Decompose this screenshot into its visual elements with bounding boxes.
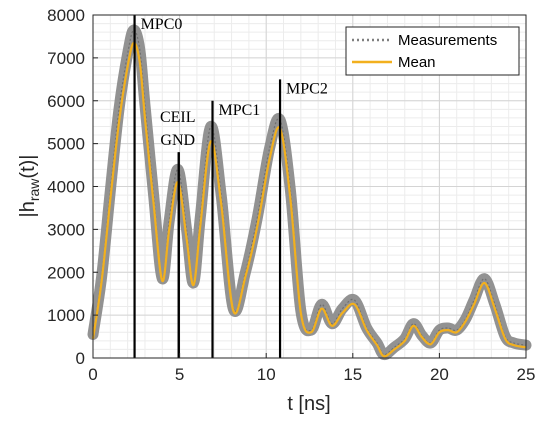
mpc-markers: MPC0 CEIL GND MPC1 MPC2 [133, 15, 328, 358]
legend: Measurements Mean [345, 26, 520, 76]
y-tick-label: 5000 [47, 135, 85, 154]
y-axis-title-subscript: raw [26, 178, 42, 201]
y-tick-label: 6000 [47, 92, 85, 111]
x-tick-label: 10 [257, 365, 276, 384]
marker-label-mpc0: MPC0 [141, 16, 183, 33]
x-tick-label: 5 [175, 365, 184, 384]
x-tick-label: 0 [88, 365, 97, 384]
x-axis-title: t [ns] [287, 393, 330, 415]
marker-label-ceil: CEIL [160, 109, 196, 126]
y-axis-title-tail: (t)| [17, 155, 39, 179]
marker-label-mpc1: MPC1 [219, 102, 261, 119]
y-axis-title-main: |h [17, 201, 39, 217]
y-tick-label: 1000 [47, 306, 85, 325]
legend-label-mean: Mean [398, 54, 436, 71]
legend-label-measurements: Measurements [398, 32, 497, 49]
x-tick-label: 25 [517, 365, 536, 384]
marker-label-gnd: GND [160, 132, 195, 149]
axis-ticks: 0 5 10 15 20 25 0 1000 2000 3000 4000 5000 6000 7000 8… [47, 6, 535, 384]
y-tick-label: 8000 [47, 6, 85, 25]
mean-line [91, 41, 527, 358]
y-tick-label: 4000 [47, 178, 85, 197]
legend-box [345, 26, 520, 76]
x-tick-label: 20 [430, 365, 449, 384]
marker-label-mpc2: MPC2 [286, 80, 328, 97]
x-tick-label: 15 [343, 365, 362, 384]
y-tick-label: 7000 [47, 49, 85, 68]
y-tick-label: 2000 [47, 263, 85, 282]
y-axis-title: |hraw(t)| [17, 155, 42, 218]
y-tick-label: 0 [76, 349, 85, 368]
y-tick-label: 3000 [47, 220, 85, 239]
series-lines [91, 41, 527, 358]
